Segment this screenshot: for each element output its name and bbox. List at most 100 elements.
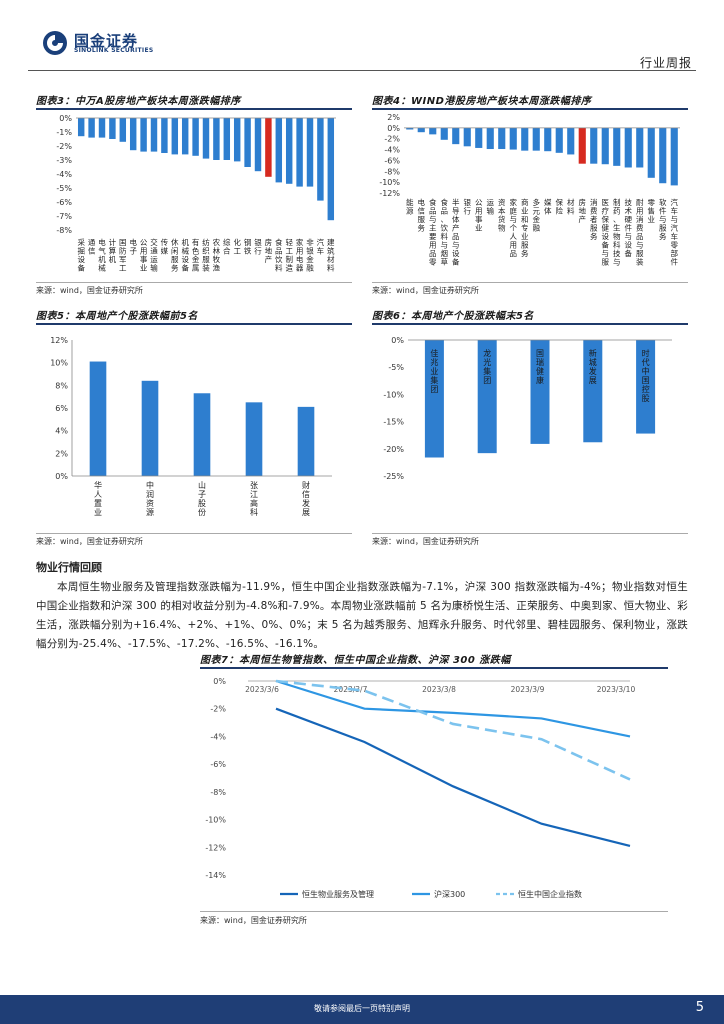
y-tick-label: 0% <box>391 336 404 345</box>
bar <box>317 118 324 201</box>
x-tick-label: 国防军工 <box>119 238 127 273</box>
y-tick-label: -25% <box>383 472 404 481</box>
y-tick-label: -1% <box>56 128 72 137</box>
bar <box>578 127 586 164</box>
x-tick-label: 山子股份 <box>198 480 206 517</box>
y-tick-label: -2% <box>56 142 72 151</box>
x-tick-label: 运输 <box>487 198 495 216</box>
footer-bar <box>0 995 724 1024</box>
section-heading: 物业行情回顾 <box>36 561 102 574</box>
bar <box>233 118 241 162</box>
bar <box>670 127 678 186</box>
x-tick-label: 能源 <box>406 197 414 216</box>
y-tick-label: -5% <box>56 184 72 193</box>
x-tick-label: 化工 <box>233 237 241 256</box>
bar <box>89 361 107 476</box>
x-tick-label: 2023/3/6 <box>245 685 279 694</box>
bar <box>440 127 448 140</box>
fig7-chart: 0% -2% -4% -6% -8% -10% -12% -14% 2023/3/6 2023/3… <box>205 677 635 899</box>
x-tick-label: 纺织服装 <box>202 237 210 273</box>
fig5-source: 来源：wind，国金证券研究所 <box>36 537 143 546</box>
bar <box>544 127 552 152</box>
x-tick-label: 房地产 <box>265 237 273 264</box>
bar <box>452 127 460 145</box>
bar <box>193 393 211 476</box>
bar <box>429 127 437 135</box>
x-tick-label: 资本货物 <box>498 197 506 233</box>
bar <box>109 118 116 139</box>
y-tick-label: 12% <box>50 336 68 345</box>
bar <box>77 118 85 137</box>
x-tick-label: 佳兆业集团 <box>430 348 438 394</box>
legend-label: 恒生物业服务及管理 <box>302 889 374 899</box>
bar <box>567 127 575 155</box>
bar <box>530 340 550 444</box>
bar <box>297 406 315 476</box>
y-tick-label: 8% <box>55 381 68 390</box>
x-tick-label: 休闲服务 <box>171 237 179 273</box>
y-tick-label: -3% <box>56 156 72 165</box>
y-tick-label: -8% <box>56 226 72 235</box>
fig4-bottom-rule <box>372 282 688 283</box>
y-tick-label: -5% <box>388 363 404 372</box>
y-tick-label: -12% <box>205 843 226 852</box>
fig6-chart: 0% -5% -10% -15% -20% -25% 佳兆业集团 龙光集团 国瑞健康 新城发展 时代… <box>383 336 672 481</box>
x-tick-label: 公用事业 <box>140 238 148 273</box>
bar <box>521 127 529 151</box>
y-tick-label: -8% <box>384 167 400 176</box>
x-tick-label: 技术硬件与设备 <box>625 197 633 258</box>
y-tick-label: -8% <box>210 788 226 797</box>
bar <box>150 118 158 152</box>
series-line <box>275 679 631 781</box>
bar <box>498 127 506 150</box>
fig6-source: 来源：wind，国金证券研究所 <box>372 537 479 546</box>
fig7-source: 来源：wind，国金证券研究所 <box>200 916 307 925</box>
bar <box>98 118 106 138</box>
fig6-top-rule <box>372 323 688 325</box>
y-tick-label: 0% <box>55 472 68 481</box>
bar <box>613 127 621 166</box>
x-tick-label: 食品、饮料与烟草 <box>441 197 449 267</box>
bar <box>583 340 603 443</box>
fig3-bottom-rule <box>36 282 352 283</box>
company-logo-icon <box>43 31 67 55</box>
bar <box>555 127 563 153</box>
x-tick-label: 交通运输 <box>150 237 158 273</box>
fig3-source: 来源：wind，国金证券研究所 <box>36 286 143 295</box>
x-tick-label: 耐用消费品与服装 <box>636 197 644 267</box>
bar <box>141 380 159 476</box>
y-tick-label: -6% <box>210 760 226 769</box>
fig4-chart: 2% 0% -2% -4%-6% -8% -10% -12% 能源电信服务食品与主要用品零食品… <box>379 113 680 267</box>
x-tick-label: 家庭与个人用品 <box>510 197 518 258</box>
bar <box>265 118 272 177</box>
x-tick-label: 电子 <box>129 237 137 256</box>
bar <box>424 340 444 458</box>
x-tick-label: 房地产 <box>579 197 587 224</box>
bar <box>245 402 263 476</box>
y-tick-label: -20% <box>383 445 404 454</box>
fig7-bottom-rule <box>200 911 668 912</box>
page-number: 5 <box>695 1000 704 1015</box>
x-tick-label: 时代中国控股 <box>642 348 650 403</box>
y-tick-label: -2% <box>210 705 226 714</box>
bar <box>417 127 425 133</box>
fig3-chart: 0% -1% -2% -3% -4% -5% -6% -7% -8% 采掘设备通信电气机械计算机国… <box>56 114 336 273</box>
bar <box>624 127 632 168</box>
x-tick-label: 食品饮料 <box>275 237 283 273</box>
x-tick-label: 综合 <box>223 237 231 256</box>
bar <box>636 127 644 168</box>
y-tick-label: 2% <box>55 449 68 458</box>
x-tick-label: 汽车 <box>317 237 325 256</box>
fig6-title: 图表6：本周地产个股涨跌幅末5名 <box>372 311 534 322</box>
x-tick-label: 电信服务 <box>418 197 426 233</box>
y-tick-label: -15% <box>383 418 404 427</box>
bar <box>477 340 497 454</box>
bar <box>129 118 137 151</box>
x-tick-label: 农林牧渔 <box>213 237 221 273</box>
bar <box>475 127 483 148</box>
fig3-top-rule <box>36 108 352 110</box>
x-tick-label: 汽车与汽车零部件 <box>671 197 679 267</box>
x-tick-label: 媒体 <box>544 198 552 216</box>
y-tick-label: 2% <box>387 113 400 122</box>
y-tick-label: -4% <box>210 732 226 741</box>
